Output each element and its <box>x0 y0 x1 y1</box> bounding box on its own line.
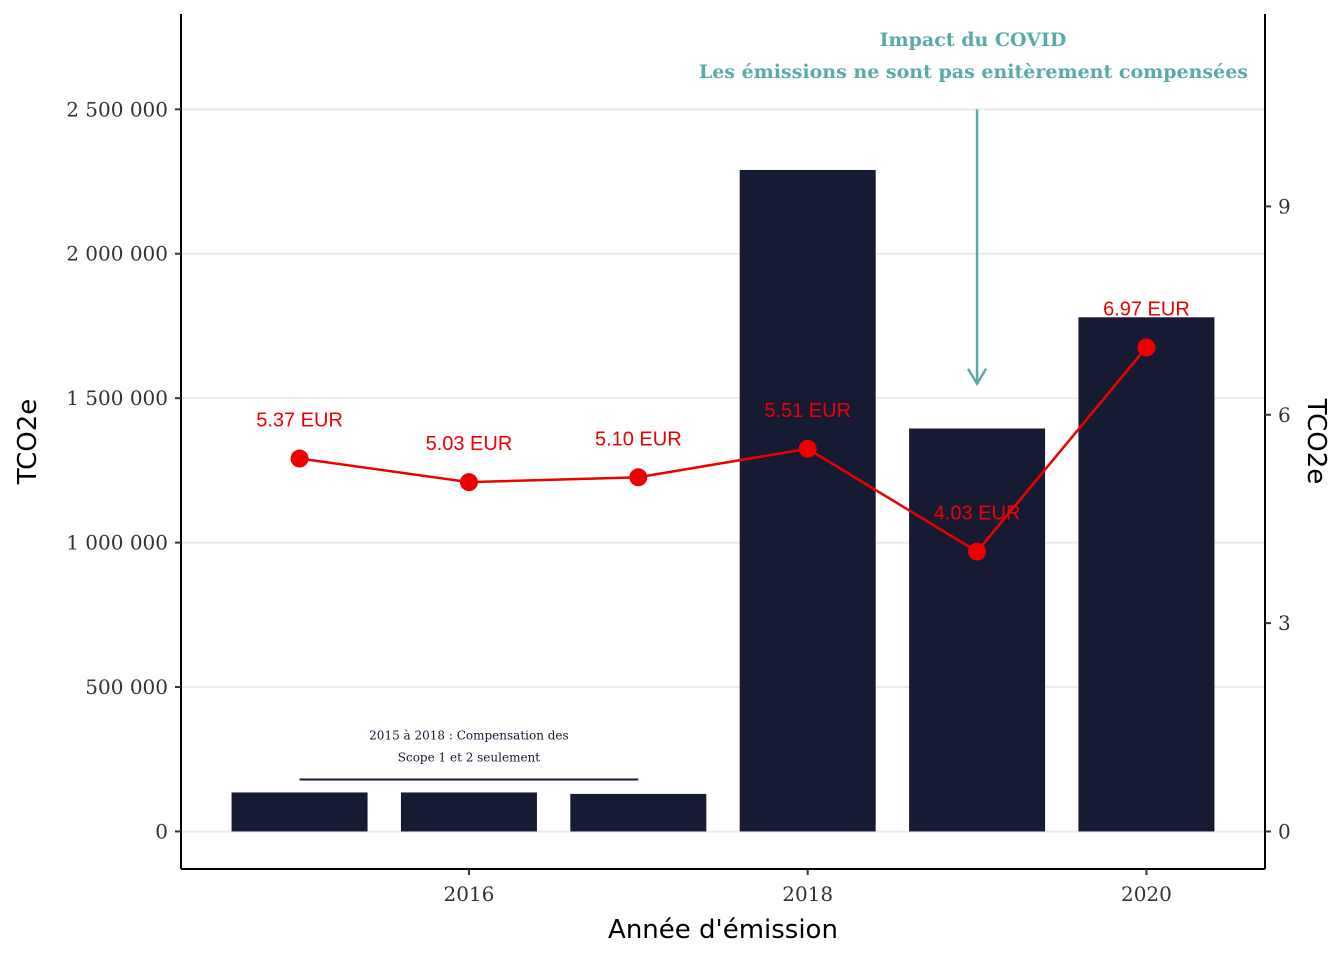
y-axis-title: TCO2e <box>13 399 43 486</box>
price-data-label: 6.97 EUR <box>1103 298 1190 320</box>
x-axis-title: Année d'émission <box>608 915 838 945</box>
price-point <box>798 439 817 458</box>
price-data-label: 5.10 EUR <box>595 428 682 450</box>
emission-bars <box>231 169 1215 832</box>
y-tick-label: 0 <box>155 819 168 843</box>
x-tick-label: 2020 <box>1121 882 1172 906</box>
covid-arrow-head <box>966 368 988 387</box>
covid-subtitle: Les émissions ne sont pas enitèrement co… <box>699 61 1248 83</box>
bar <box>1078 317 1215 832</box>
y-tick-label: 2 000 000 <box>66 242 168 266</box>
y2-tick-label: 3 <box>1278 611 1291 635</box>
y-tick-label: 500 000 <box>85 675 168 699</box>
y-tick-label: 1 000 000 <box>66 531 168 555</box>
covid-title: Impact du COVID <box>880 29 1067 51</box>
y2-tick-label: 9 <box>1278 194 1291 218</box>
price-point <box>629 468 648 487</box>
price-data-label: 5.37 EUR <box>256 410 343 432</box>
y-tick-label: 1 500 000 <box>66 386 168 410</box>
price-series-line <box>299 346 1148 554</box>
y2-tick-label: 0 <box>1278 819 1291 843</box>
bar <box>909 428 1046 832</box>
y2-axis-title: TCO2e <box>1301 398 1331 485</box>
axes: 0 500 000 1 000 000 1 500 000 2 000 000 2 500… <box>13 14 1331 945</box>
bar <box>739 169 876 832</box>
price-data-label: 4.03 EUR <box>934 503 1021 525</box>
price-data-label: 5.03 EUR <box>426 433 513 455</box>
scope-note-line: Scope 1 et 2 seulement <box>398 750 541 764</box>
price-point <box>290 449 309 468</box>
scope-note-line: 2015 à 2018 : Compensation des <box>369 728 569 742</box>
bar <box>570 793 707 832</box>
price-point <box>459 473 478 492</box>
price-data-label: 5.51 EUR <box>764 400 851 422</box>
y-tick-label: 2 500 000 <box>66 97 168 121</box>
annotations: 2015 à 2018 : Compensation des Scope 1 et… <box>299 29 1248 781</box>
bar <box>231 792 368 832</box>
x-tick-label: 2016 <box>443 882 494 906</box>
x-tick-label: 2018 <box>782 882 833 906</box>
price-point <box>1137 338 1156 357</box>
bar <box>400 792 537 832</box>
price-point <box>968 542 987 561</box>
price-line: 5.37 EUR 5.03 EUR 5.10 EUR 5.51 EUR 4.03 EUR… <box>256 298 1190 561</box>
y2-tick-label: 6 <box>1278 403 1291 427</box>
